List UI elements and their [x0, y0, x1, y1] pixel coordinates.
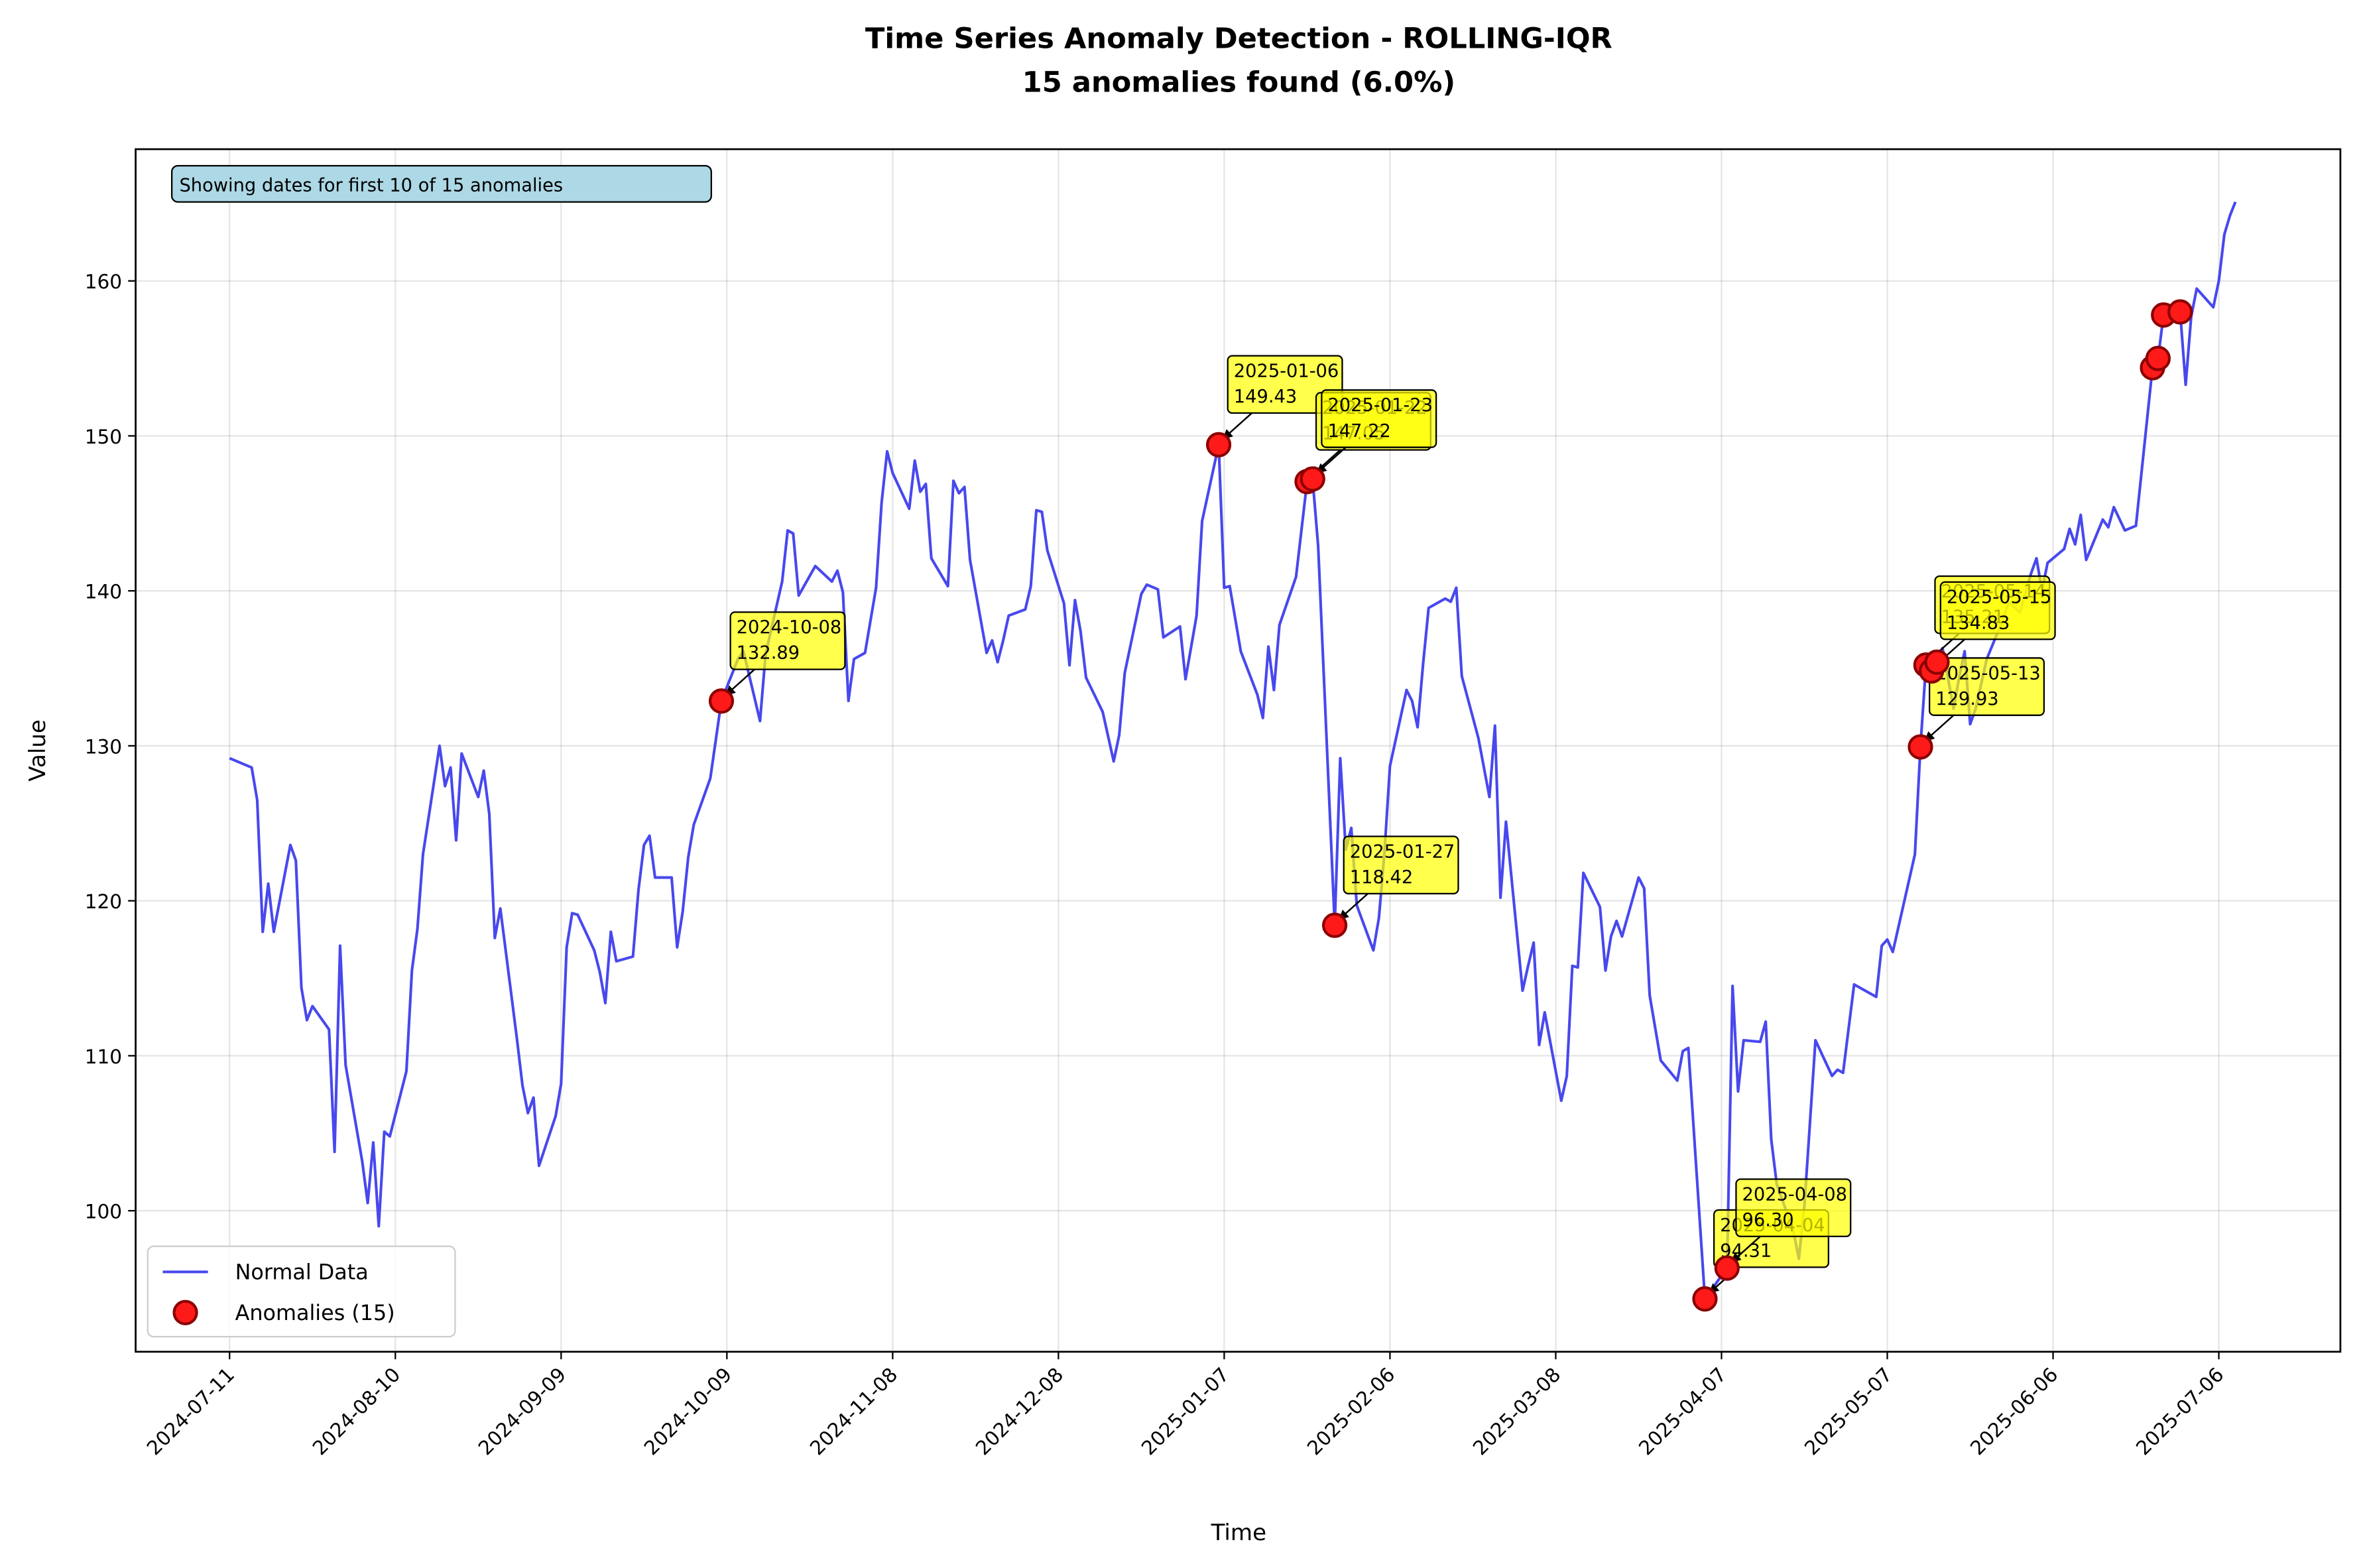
annotation-box — [729, 611, 846, 670]
legend-marker — [172, 1299, 198, 1325]
x-tick-label: 2024-08-10 — [308, 1363, 404, 1459]
annotation-value: 96.30 — [1742, 1210, 1794, 1231]
annotation-arrow — [1924, 714, 1955, 742]
anomaly-point — [2167, 299, 2193, 325]
annotation-date: 2024-10-08 — [737, 617, 841, 638]
annotation-date: 2025-04-08 — [1742, 1184, 1847, 1205]
annotation-arrow — [1316, 446, 1347, 474]
annotation-date: 2025-01-06 — [1234, 361, 1339, 381]
info-box — [170, 164, 712, 203]
y-tick-label: 100 — [85, 1200, 122, 1223]
legend: Normal Data Anomalies (15) — [147, 1245, 456, 1338]
x-axis-label: Time — [1211, 1520, 1266, 1546]
annotation-box — [1321, 389, 1437, 448]
anomaly-point — [1205, 432, 1232, 457]
anomaly-point — [708, 688, 735, 714]
annotation-value: 132.89 — [737, 643, 800, 664]
annotation-date: 2025-01-27 — [1350, 841, 1455, 862]
y-axis-label: Value — [25, 719, 51, 782]
x-tick-label: 2025-03-08 — [1469, 1363, 1565, 1459]
annotation-value: 149.43 — [1234, 387, 1297, 407]
annotation-arrow — [1338, 892, 1368, 920]
anomaly-point — [1908, 734, 1933, 760]
annotation-arrow — [1730, 1235, 1761, 1263]
x-tick-label: 2024-07-11 — [143, 1363, 239, 1459]
axes-frame — [135, 148, 2342, 1353]
anomaly-point — [1321, 912, 1348, 938]
legend-label: Anomalies (15) — [235, 1300, 395, 1325]
annotation-box — [1343, 835, 1459, 894]
x-tick-label: 2025-02-06 — [1303, 1363, 1399, 1459]
chart-subtitle: 15 anomalies found (6.0%) — [1022, 66, 1455, 99]
anomaly-points — [708, 299, 2193, 1312]
annotations: 2024-10-08 132.89 2025-01-06 149.43 2025-01-… — [725, 355, 2056, 1294]
annotation-value: 134.83 — [1947, 613, 2010, 633]
x-tick-label: 2025-04-07 — [1634, 1363, 1730, 1459]
annotation-value: 129.93 — [1935, 689, 1998, 709]
anomaly-point — [1714, 1255, 1740, 1281]
annotation-date: 2025-05-13 — [1935, 663, 2040, 684]
x-tick-label: 2024-12-08 — [971, 1363, 1067, 1459]
annotation-date: 2025-05-15 — [1947, 587, 2051, 608]
y-tick-label: 130 — [85, 735, 122, 758]
x-tick-label: 2024-09-09 — [474, 1363, 570, 1459]
y-tick-label: 140 — [85, 581, 122, 603]
x-tick-label: 2025-05-07 — [1800, 1363, 1896, 1459]
x-tick-label: 2025-01-07 — [1137, 1363, 1233, 1459]
x-tick-label: 2024-11-08 — [806, 1363, 902, 1459]
annotation-value: 118.42 — [1350, 867, 1413, 888]
legend-box — [147, 1245, 456, 1338]
anomaly-point — [2145, 345, 2171, 371]
annotation-date: 2025-01-23 — [1327, 395, 1432, 416]
x-tick-label: 2025-06-06 — [1966, 1363, 2062, 1459]
chart-title: Time Series Anomaly Detection - ROLLING-… — [865, 23, 1612, 56]
anomaly-point — [1300, 466, 1325, 492]
annotation-arrow — [1222, 412, 1252, 440]
annotation-box — [1929, 657, 2045, 716]
y-tick-label: 110 — [85, 1046, 122, 1068]
annotation-arrow — [725, 668, 755, 696]
legend-label: Normal Data — [235, 1260, 369, 1285]
annotation-box — [1227, 355, 1343, 414]
y-tick-label: 150 — [85, 426, 122, 448]
x-tick-label: 2025-07-06 — [2132, 1363, 2228, 1459]
annotation-value: 147.22 — [1327, 421, 1390, 442]
y-tick-label: 120 — [85, 890, 122, 913]
annotation-box — [1735, 1178, 1852, 1238]
anomaly-point — [1924, 649, 1950, 675]
anomaly-point — [1692, 1286, 1718, 1312]
annotation-box — [1939, 581, 2056, 640]
x-tick-label: 2024-10-09 — [640, 1363, 736, 1459]
y-tick-label: 160 — [85, 271, 122, 293]
info-text: Showing dates for first 10 of 15 anomali… — [179, 176, 563, 196]
